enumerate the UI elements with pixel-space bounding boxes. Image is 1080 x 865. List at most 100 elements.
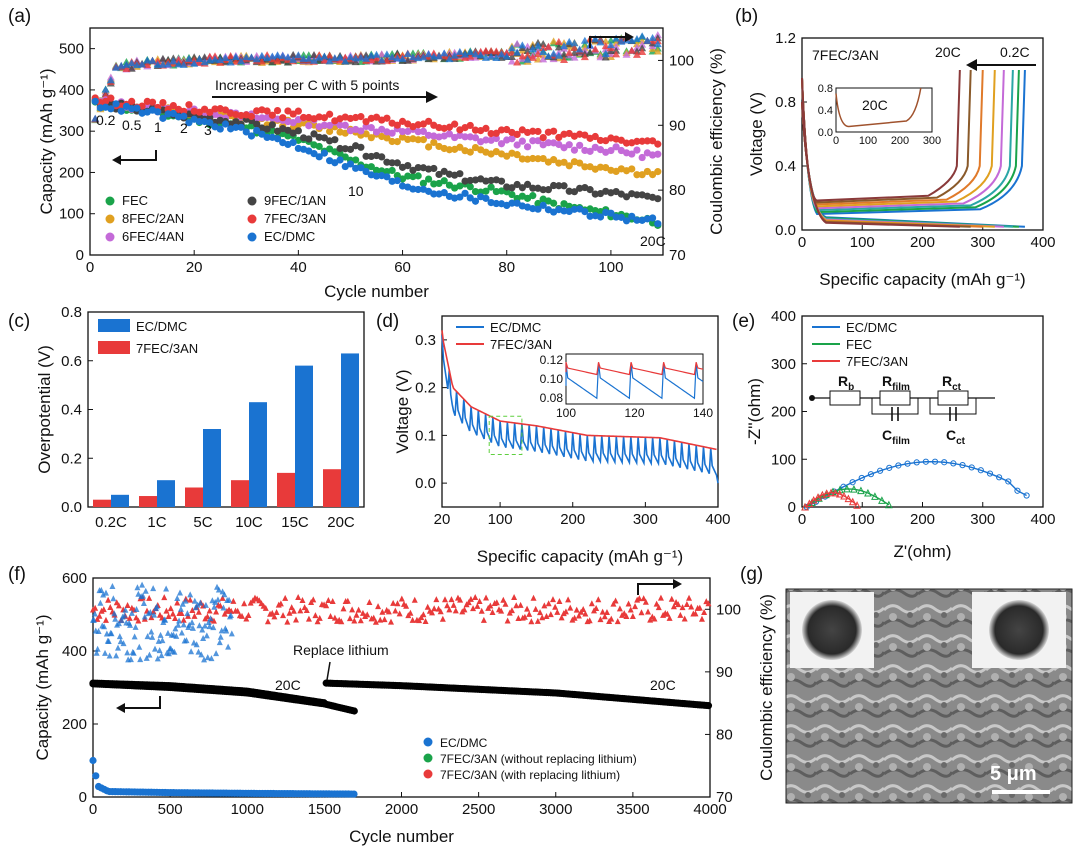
a-xlabel: Cycle number — [324, 282, 429, 301]
a-ytick-label: 0 — [76, 247, 84, 264]
f-ce-point-7fec3an — [394, 600, 401, 607]
e-label-cct: Cct — [946, 427, 966, 447]
a-capacity-point — [247, 132, 256, 140]
f-ce-point-ecdmc — [227, 612, 234, 619]
f-ce-point-7fec3an — [277, 600, 284, 607]
a-y2tick-label: 80 — [669, 182, 686, 199]
f-ce-point-ecdmc — [116, 633, 123, 640]
a-capacity-point — [508, 135, 516, 143]
sem-image-panel: 5 μm — [785, 588, 1073, 804]
a-capacity-point — [424, 175, 433, 183]
a-right-arrow-head-icon — [625, 32, 634, 42]
d-xtick-label: 300 — [633, 511, 658, 528]
a-rate-label: 20C — [640, 233, 666, 249]
f-ce-point-7fec3an — [379, 608, 386, 615]
f-ce-point-7fec3an — [670, 603, 677, 610]
d-inset-curve-7fec3an — [565, 362, 704, 376]
a-capacity-point — [518, 137, 526, 145]
a-legend-label: FEC — [122, 193, 148, 208]
a-capacity-point — [654, 150, 662, 158]
f-ce-point-ecdmc — [216, 639, 223, 646]
a-capacity-point — [529, 137, 537, 145]
a-ce-point — [195, 55, 204, 63]
a-capacity-point — [393, 159, 401, 167]
f-capacity-point — [704, 702, 713, 710]
f-ce-point-7fec3an — [422, 618, 429, 625]
a-ce-point — [638, 44, 647, 52]
a-capacity-point — [471, 187, 480, 196]
a-capacity-point — [523, 143, 532, 151]
f-ce-point-ecdmc — [131, 633, 138, 640]
f-ce-point-7fec3an — [524, 605, 531, 612]
d-inset-ytick-label: 0.08 — [540, 391, 564, 405]
a-capacity-point — [185, 119, 193, 127]
c-bar-ecdmc — [157, 480, 175, 507]
a-ce-point — [382, 50, 391, 58]
f-ce-point-7fec3an — [465, 599, 472, 606]
f-ce-point-ecdmc — [113, 652, 120, 659]
f-ce-point-7fec3an — [498, 607, 505, 614]
f-ce-point-7fec3an — [303, 607, 310, 614]
f-ce-point-7fec3an — [623, 612, 630, 619]
a-ce-point — [377, 56, 386, 64]
a-capacity-point — [294, 127, 302, 135]
a-capacity-point — [180, 112, 188, 120]
f-ce-point-ecdmc — [180, 621, 187, 628]
a-capacity-point — [471, 126, 480, 134]
a-ce-point — [252, 55, 261, 63]
a-capacity-point — [513, 130, 521, 139]
f-rate-label-a: 20C — [275, 677, 301, 693]
a-capacity-point — [466, 194, 474, 202]
f-ce-point-ecdmc — [98, 586, 105, 593]
a-capacity-point — [414, 136, 422, 144]
f-ce-point-7fec3an — [102, 616, 109, 623]
a-capacity-point — [341, 153, 349, 161]
a-ce-point — [487, 52, 496, 60]
a-ce-point — [528, 45, 537, 53]
a-ce-point — [429, 52, 438, 60]
a-capacity-point — [388, 137, 396, 146]
a-legend-label: 9FEC/1AN — [264, 193, 326, 208]
f-ce-point-7fec3an — [370, 614, 377, 621]
b-ylabel: Voltage (V) — [747, 92, 766, 176]
f-ce-point-ecdmc — [194, 601, 201, 608]
a-ce-point — [362, 51, 371, 59]
a-capacity-point — [612, 213, 620, 221]
a-capacity-point — [529, 127, 537, 135]
a-capacity-point — [581, 163, 589, 171]
a-legend-marker — [105, 214, 115, 224]
a-ce-point — [226, 51, 235, 59]
a-capacity-point — [211, 105, 219, 113]
f-ce-point-7fec3an — [437, 608, 444, 615]
e-7fec3an-point — [848, 497, 857, 506]
f-ce-point-7fec3an — [478, 607, 485, 614]
b-xtick-label: 100 — [850, 234, 875, 251]
a-capacity-point — [289, 138, 297, 147]
a-capacity-point — [550, 127, 558, 135]
lithium-disc-right-icon — [989, 600, 1049, 660]
f-xtick-label: 2000 — [385, 801, 418, 818]
a-capacity-point — [419, 136, 427, 144]
f-ce-point-ecdmc — [218, 627, 225, 634]
f-ce-point-7fec3an — [614, 618, 621, 625]
a-capacity-point — [570, 205, 579, 213]
f-ytick-label: 400 — [62, 643, 87, 660]
f-legend-marker — [423, 753, 433, 763]
a-ce-point — [377, 50, 386, 58]
c-category-label: 5C — [193, 514, 212, 531]
f-ce-point-7fec3an — [701, 609, 708, 616]
a-capacity-point — [654, 168, 662, 176]
a-capacity-point — [497, 126, 506, 134]
f-ce-point-7fec3an — [409, 616, 416, 623]
a-capacity-point — [539, 133, 547, 142]
b-inset-xtick-label: 100 — [859, 135, 877, 147]
a-y2tick-label: 100 — [669, 52, 694, 69]
e-fec-point — [885, 500, 893, 509]
a-capacity-point — [128, 97, 136, 105]
f-ce-point-ecdmc — [120, 640, 127, 647]
a-capacity-point — [341, 121, 349, 129]
f-ce-point-7fec3an — [675, 601, 682, 608]
f-ce-point-ecdmc — [157, 631, 164, 638]
f-ce-point-7fec3an — [530, 594, 537, 601]
f-ce-point-7fec3an — [262, 604, 269, 611]
